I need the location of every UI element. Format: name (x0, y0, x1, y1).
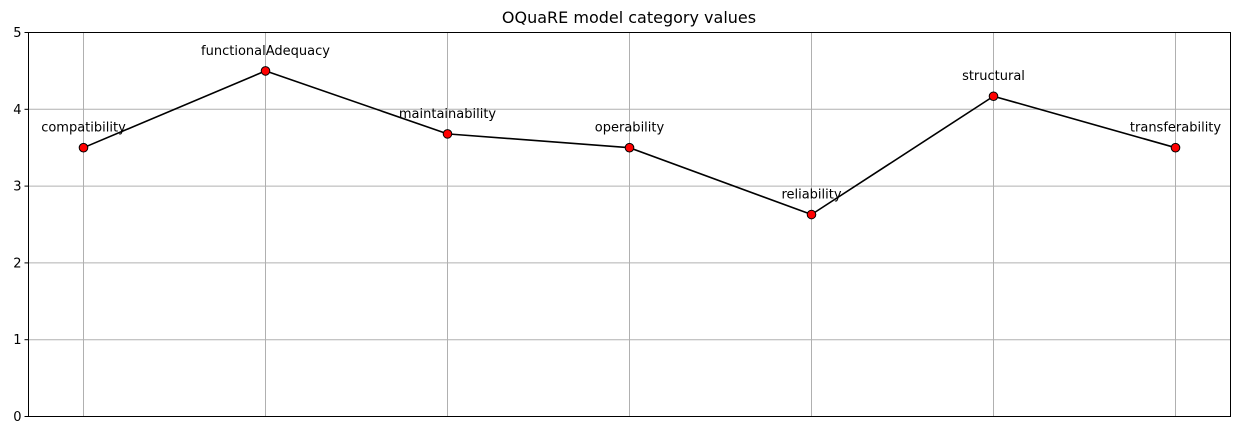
y-tick-label: 4 (13, 103, 21, 118)
chart-title: OQuaRE model category values (502, 8, 756, 27)
y-tick-label: 2 (13, 256, 21, 271)
data-point-marker (1170, 142, 1181, 153)
data-point-marker (624, 142, 635, 153)
data-point-marker (260, 66, 271, 76)
data-point-marker (988, 91, 999, 102)
plot-area-frame (28, 32, 1231, 417)
point-labels: compatibility functionalAdequacy maintaina… (41, 44, 1221, 203)
data-point-marker (442, 129, 453, 139)
data-point-label: structural (962, 69, 1025, 84)
data-points (78, 66, 1181, 220)
y-tick-label: 3 (13, 180, 21, 195)
data-point-label: functionalAdequacy (201, 44, 330, 59)
grid-lines (28, 32, 1231, 417)
y-tick-label: 1 (13, 333, 21, 348)
data-point-label: compatibility (41, 121, 126, 136)
data-point-marker (78, 142, 89, 153)
y-tick-label: 0 (13, 410, 21, 425)
y-tick-label: 5 (13, 26, 21, 41)
data-point-label: transferability (1130, 121, 1221, 136)
data-point-label: operability (595, 121, 665, 136)
data-point-label: maintainability (399, 107, 497, 122)
data-point-marker (806, 209, 817, 220)
data-point-label: reliability (781, 188, 841, 203)
y-axis: 0 1 2 3 4 5 (13, 26, 29, 425)
